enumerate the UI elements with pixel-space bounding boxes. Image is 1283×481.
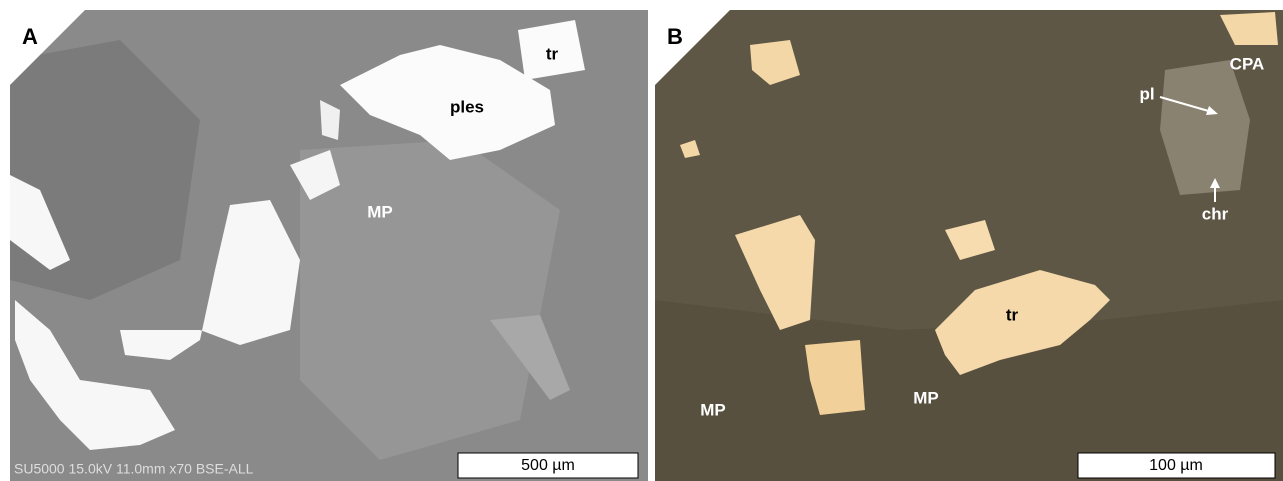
- annotation: MP: [700, 400, 726, 419]
- figure: A tr ples MP 500 µm SU5000 15.0kV 11.0mm…: [0, 0, 1283, 481]
- annotation: tr: [546, 44, 559, 63]
- annotation: ples: [450, 97, 484, 116]
- panel-a: [10, 10, 648, 481]
- annotation: CPA: [1230, 54, 1265, 73]
- annotation: pl: [1139, 84, 1154, 103]
- annotation: MP: [367, 202, 393, 221]
- annotation: MP: [913, 388, 939, 407]
- panel-label: A: [22, 24, 38, 49]
- panel-label: B: [667, 24, 683, 49]
- scale-bar-label: 100 µm: [1149, 457, 1203, 474]
- metadata: SU5000 15.0kV 11.0mm x70 BSE-ALL: [14, 461, 254, 477]
- annotation: tr: [1006, 305, 1019, 324]
- annotation: chr: [1202, 204, 1229, 223]
- panel-b: [655, 10, 1283, 481]
- scale-bar-label: 500 µm: [521, 457, 575, 474]
